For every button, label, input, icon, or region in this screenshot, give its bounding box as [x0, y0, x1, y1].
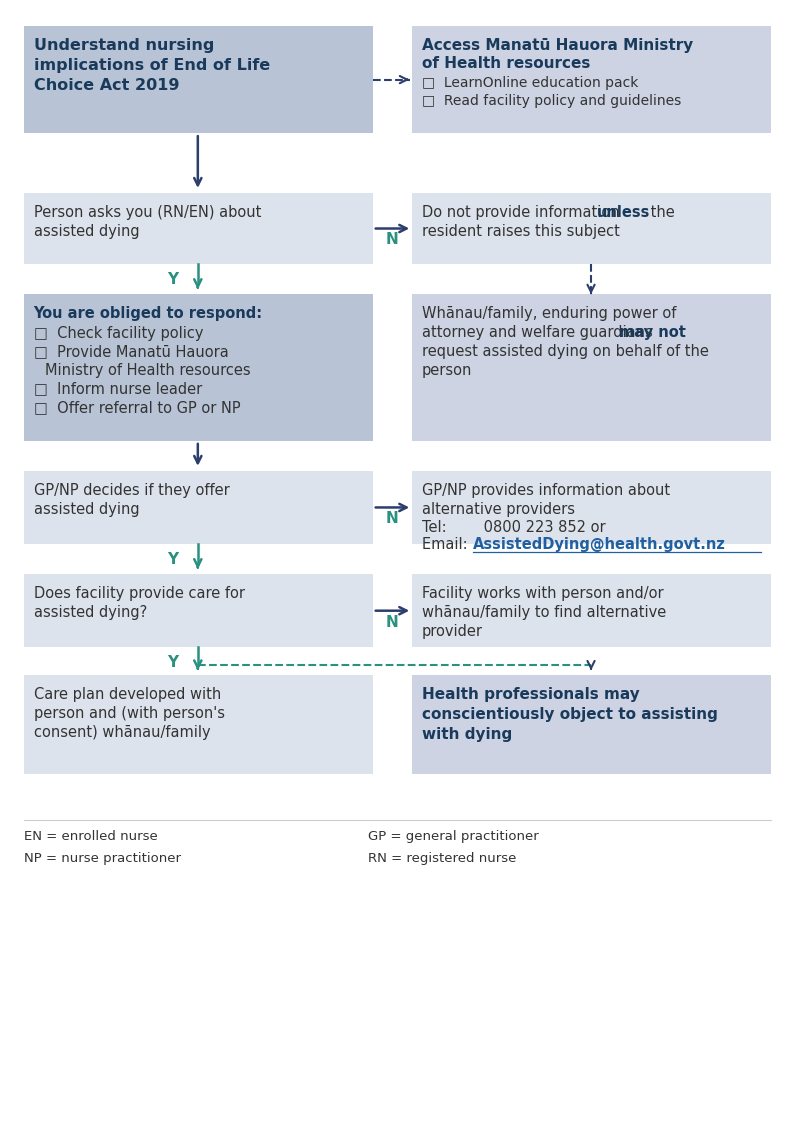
Text: Whānau/family, enduring power of: Whānau/family, enduring power of [422, 306, 676, 321]
Text: conscientiously object to assisting: conscientiously object to assisting [422, 707, 718, 722]
Bar [412, 26, 771, 133]
Text: may not: may not [618, 325, 686, 339]
Bar [24, 675, 373, 775]
Bar [412, 675, 771, 775]
Text: resident raises this subject: resident raises this subject [422, 223, 620, 238]
Text: Understand nursing: Understand nursing [34, 38, 214, 52]
Text: consent) whānau/family: consent) whānau/family [34, 724, 210, 740]
Bar [412, 470, 771, 544]
Text: request assisted dying on behalf of the: request assisted dying on behalf of the [422, 344, 709, 359]
Text: Y: Y [167, 552, 178, 567]
Text: Y: Y [167, 272, 178, 287]
Text: Health professionals may: Health professionals may [422, 687, 640, 702]
Text: □  Read facility policy and guidelines: □ Read facility policy and guidelines [422, 93, 682, 107]
Text: □  Provide Manatū Hauora: □ Provide Manatū Hauora [34, 345, 229, 360]
Text: Choice Act 2019: Choice Act 2019 [34, 77, 179, 92]
Bar [412, 574, 771, 647]
Bar [24, 470, 373, 544]
Text: You are obliged to respond:: You are obliged to respond: [34, 306, 262, 321]
Text: Care plan developed with: Care plan developed with [34, 687, 221, 702]
Text: GP = general practitioner: GP = general practitioner [368, 830, 538, 843]
Text: Does facility provide care for: Does facility provide care for [34, 585, 245, 601]
Bar [24, 574, 373, 647]
Text: Access Manatū Hauora Ministry: Access Manatū Hauora Ministry [422, 38, 694, 52]
Text: the: the [646, 205, 675, 220]
Text: RN = registered nurse: RN = registered nurse [368, 852, 516, 865]
Text: NP = nurse practitioner: NP = nurse practitioner [24, 852, 181, 865]
Text: N: N [386, 232, 399, 247]
Text: whānau/family to find alternative: whānau/family to find alternative [422, 605, 666, 620]
Text: assisted dying: assisted dying [34, 501, 139, 516]
Text: implications of End of Life: implications of End of Life [34, 58, 270, 73]
Text: unless: unless [597, 205, 650, 220]
Text: □  LearnOnline education pack: □ LearnOnline education pack [422, 75, 638, 90]
Text: □  Inform nurse leader: □ Inform nurse leader [34, 382, 202, 396]
Bar [412, 294, 771, 441]
Text: Person asks you (RN/EN) about: Person asks you (RN/EN) about [34, 205, 261, 220]
Text: □  Check facility policy: □ Check facility policy [34, 326, 203, 341]
Text: Ministry of Health resources: Ministry of Health resources [46, 362, 251, 377]
Text: □  Offer referral to GP or NP: □ Offer referral to GP or NP [34, 400, 240, 416]
Text: N: N [386, 511, 399, 526]
Text: GP/NP decides if they offer: GP/NP decides if they offer [34, 483, 230, 498]
Text: attorney and welfare guardians: attorney and welfare guardians [422, 325, 658, 339]
Bar [24, 26, 373, 133]
Text: provider: provider [422, 623, 483, 639]
Text: alternative providers: alternative providers [422, 501, 575, 516]
Text: GP/NP provides information about: GP/NP provides information about [422, 483, 670, 498]
Text: assisted dying?: assisted dying? [34, 605, 147, 620]
Text: person: person [422, 362, 472, 377]
Text: EN = enrolled nurse: EN = enrolled nurse [24, 830, 158, 843]
Text: Do not provide information: Do not provide information [422, 205, 624, 220]
Bar [412, 192, 771, 264]
Text: of Health resources: of Health resources [422, 56, 590, 71]
Text: Tel:        0800 223 852 or: Tel: 0800 223 852 or [422, 521, 606, 535]
Bar [24, 294, 373, 441]
Text: Email:: Email: [422, 538, 477, 552]
Text: N: N [386, 615, 399, 630]
Text: Facility works with person and/or: Facility works with person and/or [422, 585, 663, 601]
Text: Y: Y [167, 655, 178, 671]
Text: with dying: with dying [422, 727, 512, 741]
Bar [24, 192, 373, 264]
Text: person and (with person's: person and (with person's [34, 706, 225, 721]
Text: AssistedDying@health.govt.nz: AssistedDying@health.govt.nz [473, 538, 726, 552]
Text: assisted dying: assisted dying [34, 223, 139, 238]
